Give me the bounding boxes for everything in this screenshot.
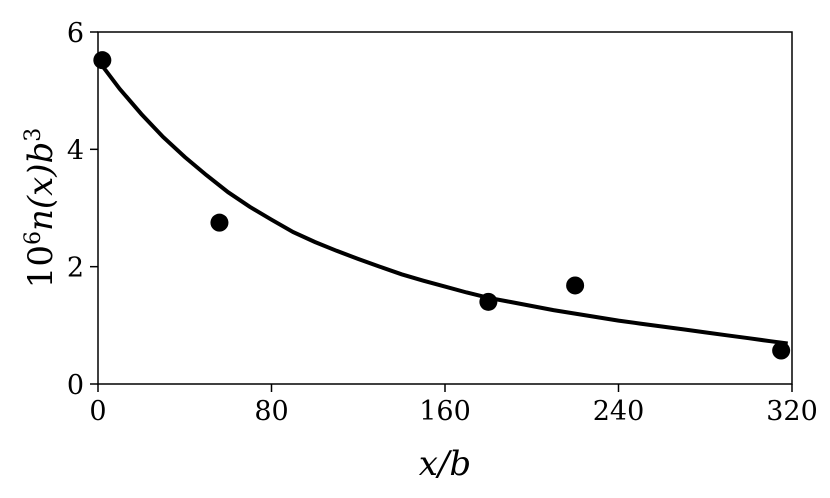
y-tick-label: 2 [67, 253, 84, 284]
x-tick-label: 80 [254, 396, 288, 427]
fit-curve [96, 58, 788, 346]
y-tick-label: 0 [67, 370, 84, 401]
data-point [93, 51, 112, 70]
plot-area: 0 80 160 240 320 0 2 4 6 [67, 18, 818, 427]
data-point [566, 276, 585, 295]
y-tick-label: 4 [67, 135, 84, 166]
data-point [210, 213, 229, 232]
data-point [479, 292, 498, 311]
x-axis-label: x/b [419, 444, 471, 484]
x-tick-label: 320 [766, 396, 818, 427]
y-tick-label: 6 [67, 18, 84, 49]
x-tick-label: 160 [419, 396, 471, 427]
x-tick-label: 240 [593, 396, 645, 427]
x-tick-label: 0 [89, 396, 106, 427]
data-point [772, 341, 791, 360]
y-axis-label: 106n(x)b3 [21, 128, 62, 289]
y-axis-label-text: 106n(x)b3 [21, 128, 62, 289]
